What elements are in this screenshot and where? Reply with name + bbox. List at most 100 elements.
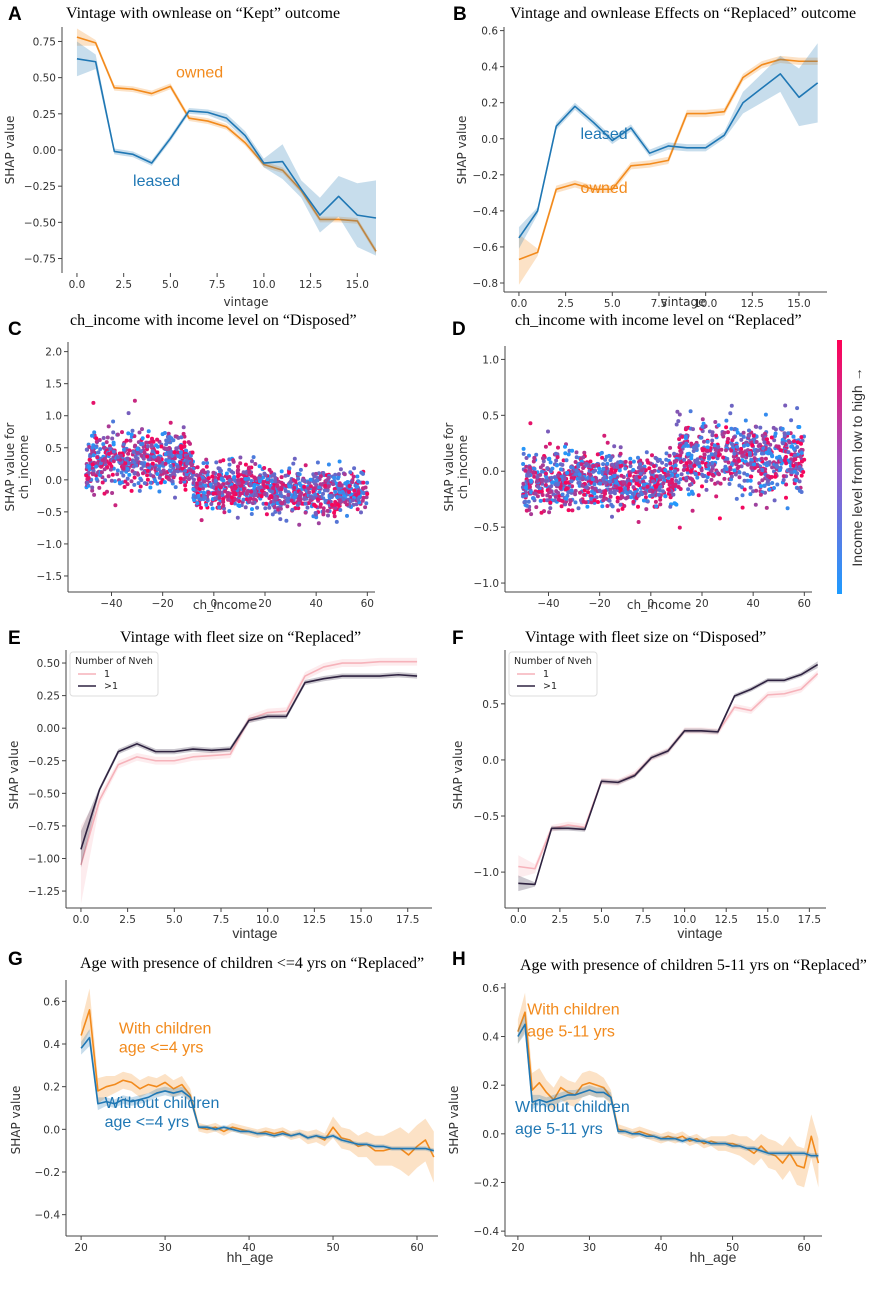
scatter-point — [684, 426, 689, 431]
scatter-point — [768, 451, 773, 456]
scatter-point — [797, 479, 802, 484]
scatter-point — [552, 498, 557, 503]
scatter-point — [671, 492, 676, 497]
scatter-point — [178, 476, 183, 481]
scatter-point — [782, 431, 787, 436]
scatter-point — [539, 489, 544, 494]
scatter-point — [557, 477, 562, 482]
scatter-point — [716, 423, 721, 428]
scatter-point — [115, 472, 120, 477]
x-tick-label: 12.5 — [741, 298, 764, 310]
x-tick-label: 50 — [326, 1242, 339, 1254]
scatter-point — [209, 502, 214, 506]
scatter-point — [570, 448, 575, 453]
scatter-point — [111, 459, 116, 464]
scatter-point — [654, 504, 659, 509]
x-tick-label: 17.5 — [798, 914, 821, 926]
scatter-point — [167, 477, 171, 482]
scatter-point — [145, 477, 150, 482]
scatter-point — [145, 462, 150, 467]
scatter-point — [732, 458, 737, 463]
scatter-point — [546, 429, 550, 434]
scatter-point — [273, 509, 278, 514]
scatter-point — [676, 419, 681, 424]
scatter-point — [574, 450, 579, 455]
scatter-point — [144, 440, 149, 445]
scatter-point — [729, 426, 734, 431]
scatter-point — [722, 476, 727, 481]
scatter-point — [789, 457, 794, 462]
x-axis-label: ch_income — [627, 598, 691, 612]
scatter-point — [731, 454, 736, 459]
scatter-point — [270, 512, 275, 517]
scatter-point — [307, 490, 312, 495]
scatter-point — [527, 453, 531, 458]
panel-label: G — [8, 949, 23, 970]
x-tick-label: 40 — [746, 598, 759, 610]
scatter-point — [225, 494, 230, 499]
scatter-point — [236, 481, 241, 486]
scatter-point — [243, 476, 248, 481]
scatter-point — [721, 455, 726, 460]
scatter-point — [737, 470, 742, 475]
scatter-point — [91, 453, 96, 458]
scatter-point — [352, 466, 357, 471]
scatter-point — [658, 497, 663, 502]
scatter-point — [332, 514, 337, 519]
scatter-point — [545, 466, 550, 471]
scatter-point — [350, 498, 355, 503]
scatter-point — [757, 481, 762, 486]
scatter-point — [121, 442, 126, 447]
scatter-point — [218, 485, 223, 490]
scatter-point — [765, 461, 770, 465]
scatter-point — [751, 489, 756, 494]
scatter-point — [102, 467, 107, 472]
scatter-point — [123, 461, 128, 466]
scatter-point — [303, 463, 308, 468]
scatter-point — [597, 466, 602, 471]
scatter-point — [555, 455, 560, 460]
scatter-point — [94, 439, 99, 444]
y-tick-label: −0.25 — [24, 181, 56, 193]
scatter-point — [120, 430, 124, 435]
scatter-point — [119, 470, 124, 475]
scatter-point — [566, 490, 571, 495]
scatter-point — [677, 412, 682, 417]
scatter-point — [523, 485, 528, 490]
scatter-point — [670, 480, 675, 485]
scatter-point — [751, 433, 756, 438]
y-tick-label: 0.25 — [33, 109, 56, 121]
scatter-point — [636, 520, 641, 524]
scatter-point — [651, 479, 656, 484]
scatter-point — [781, 474, 786, 479]
scatter-point — [291, 461, 296, 466]
scatter-point — [323, 483, 328, 488]
scatter-point — [536, 489, 541, 494]
scatter-point — [524, 464, 529, 469]
scatter-point — [631, 459, 636, 464]
scatter-point — [584, 485, 589, 490]
annotation-label: Without children — [515, 1099, 630, 1116]
scatter-point — [710, 430, 715, 435]
y-axis-label: SHAP value — [455, 116, 469, 185]
scatter-point — [129, 488, 134, 493]
scatter-point — [554, 463, 559, 468]
scatter-point — [544, 475, 549, 480]
scatter-point — [576, 506, 581, 511]
legend-entry: >1 — [543, 681, 557, 692]
series-line — [76, 36, 377, 252]
scatter-point — [227, 509, 232, 514]
scatter-point — [247, 465, 252, 470]
scatter-point — [199, 505, 203, 510]
scatter-point — [159, 480, 163, 485]
y-tick-label: 0.0 — [482, 1129, 499, 1141]
scatter-point — [140, 461, 145, 466]
scatter-point — [211, 491, 216, 496]
scatter-point — [285, 498, 290, 503]
y-tick-label: 0.5 — [45, 443, 62, 455]
scatter-point — [523, 490, 528, 495]
scatter-point — [109, 478, 114, 483]
scatter-point — [350, 480, 355, 485]
scatter-point — [90, 450, 95, 454]
scatter-point — [556, 490, 561, 495]
